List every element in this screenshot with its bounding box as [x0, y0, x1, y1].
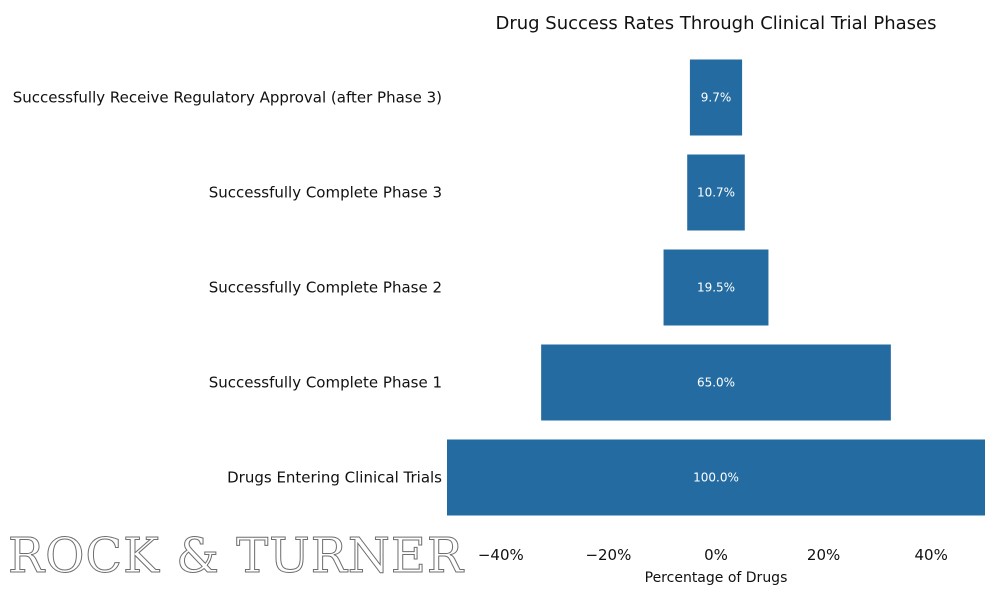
category-label-2: Successfully Complete Phase 2	[209, 279, 442, 297]
bar-1	[541, 344, 891, 421]
watermark-logo: ROCK & TURNER	[8, 528, 465, 584]
x-tick-label-3: 20%	[807, 546, 840, 564]
x-axis-label: Percentage of Drugs	[645, 570, 788, 586]
data-label-0: 100.0%	[693, 471, 739, 485]
bar-4	[689, 59, 743, 136]
category-label-1: Successfully Complete Phase 1	[209, 374, 442, 392]
bar-2	[663, 249, 769, 326]
x-tick-labels: −40% −20% 0% 20% 40%	[478, 546, 948, 564]
data-label-3: 10.7%	[697, 186, 735, 200]
chart-title: Drug Success Rates Through Clinical Tria…	[495, 13, 936, 34]
data-label-4: 9.7%	[701, 91, 732, 105]
bar-3	[687, 154, 745, 231]
bar-0	[447, 439, 985, 516]
bars-group	[447, 59, 985, 516]
category-label-0: Drugs Entering Clinical Trials	[227, 469, 442, 487]
category-label-4: Successfully Receive Regulatory Approval…	[13, 89, 442, 107]
x-tick-label-1: −20%	[585, 546, 631, 564]
x-tick-label-2: 0%	[704, 546, 728, 564]
category-labels: Drugs Entering Clinical Trials Successful…	[13, 89, 442, 487]
x-tick-label-0: −40%	[478, 546, 524, 564]
data-labels: 100.0% 65.0% 19.5% 10.7% 9.7%	[693, 91, 739, 485]
x-tick-label-4: 40%	[915, 546, 948, 564]
category-label-3: Successfully Complete Phase 3	[209, 184, 442, 202]
data-label-1: 65.0%	[697, 376, 735, 390]
data-label-2: 19.5%	[697, 281, 735, 295]
